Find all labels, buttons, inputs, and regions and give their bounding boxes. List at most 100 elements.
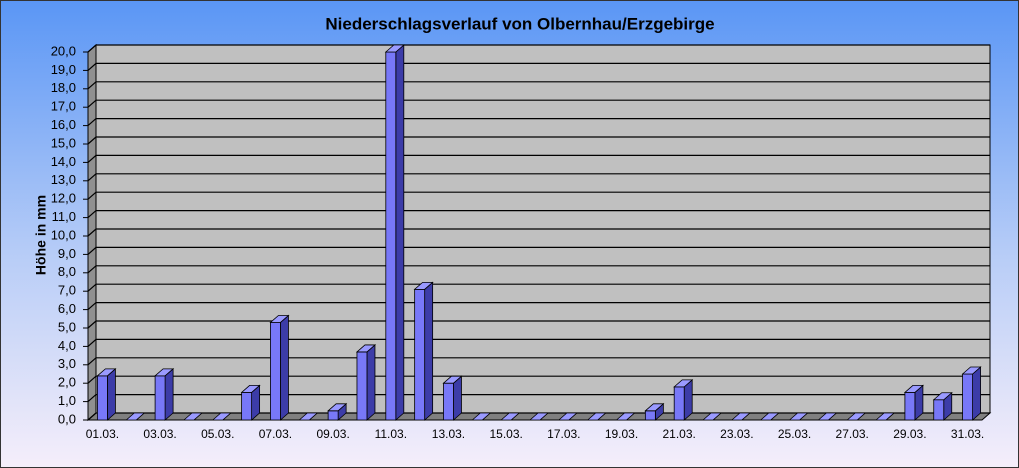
bar-top: [96, 368, 117, 377]
bar: [874, 412, 896, 421]
x-tick-label: 07.03.: [259, 427, 292, 441]
bar-top: [817, 412, 838, 421]
bar-side: [972, 366, 981, 421]
bar-front: [270, 322, 281, 421]
bar: [327, 402, 348, 421]
bar-top: [298, 412, 319, 421]
bar: [759, 412, 780, 421]
x-tick-label: 19.03.: [605, 427, 638, 441]
bar-top: [730, 412, 751, 421]
x-tick-label: 25.03.: [778, 427, 811, 441]
y-tick-label: 4,0: [58, 338, 76, 353]
grid-line: [87, 81, 990, 90]
bar-top: [759, 412, 780, 421]
bar-top: [384, 44, 405, 53]
bar-top: [557, 412, 578, 421]
bar-front: [356, 351, 368, 421]
bar-top: [586, 412, 607, 421]
x-tick-label: 11.03.: [375, 427, 407, 441]
y-tick-label: 2,0: [58, 375, 76, 390]
x-tick-label: 17.03.: [547, 427, 580, 441]
bar: [586, 412, 607, 421]
bar: [471, 412, 492, 421]
bar-top: [413, 281, 434, 290]
grid-line: [87, 375, 990, 384]
y-tick-label: 19,0: [51, 62, 76, 77]
bar: [298, 412, 319, 421]
bar: [500, 412, 521, 421]
x-tick-label: 09.03.: [316, 427, 349, 441]
bar-front: [414, 288, 426, 421]
bar-side: [164, 367, 174, 421]
bar: [615, 412, 636, 421]
bar-top: [788, 412, 809, 421]
y-tick-label: 1,0: [58, 393, 76, 408]
bar-top: [355, 344, 377, 353]
y-tick-label: 10,0: [51, 227, 76, 242]
bar-side: [424, 281, 434, 421]
grid-line: [87, 320, 990, 329]
grid-line: [87, 210, 990, 219]
grid-line: [87, 99, 990, 108]
y-tick-label: 5,0: [58, 319, 76, 334]
bar-front: [154, 375, 166, 421]
x-tick-label: 01.03.: [86, 427, 119, 441]
y-tick-label: 13,0: [51, 172, 76, 187]
y-tick-label: 18,0: [51, 80, 76, 95]
bar-front: [904, 391, 916, 421]
y-tick-label: 8,0: [58, 264, 76, 279]
x-tick-label: 23.03.: [720, 427, 753, 441]
x-tick-label: 31.03.: [951, 427, 984, 441]
bar-top: [932, 392, 953, 401]
bar: [442, 375, 463, 421]
x-tick-label: 27.03.: [836, 427, 869, 441]
bar-front: [385, 51, 397, 421]
grid-line: [87, 302, 990, 311]
y-tick-label: 14,0: [51, 154, 76, 169]
y-tick-label: 17,0: [51, 99, 76, 114]
grid-line: [87, 283, 990, 292]
grid-line: [87, 191, 990, 200]
bar-top: [615, 412, 636, 421]
y-tick-label: 0,0: [58, 411, 76, 426]
bar: [961, 366, 982, 421]
x-tick-label: 21.03.: [663, 427, 696, 441]
bar: [211, 412, 232, 421]
bar: [269, 314, 290, 421]
bar-top: [500, 412, 521, 421]
bar-top: [182, 412, 204, 421]
bar-top: [903, 384, 924, 393]
bar-top: [327, 403, 348, 412]
bar: [557, 412, 578, 421]
y-tick-label: 7,0: [58, 283, 76, 298]
bar-top: [528, 412, 550, 421]
bar-front: [673, 386, 685, 421]
bar-top: [961, 366, 982, 375]
bar-side: [453, 375, 462, 421]
bar: [730, 412, 751, 421]
bar-top: [471, 412, 492, 421]
x-tick-label: 29.03.: [893, 427, 926, 441]
bar-front: [97, 375, 108, 421]
grid-line: [87, 173, 990, 182]
y-tick-label: 12,0: [51, 191, 76, 206]
y-tick-label: 9,0: [58, 246, 76, 261]
bar-top: [125, 412, 146, 421]
grid-line: [87, 44, 990, 53]
bar-front: [933, 399, 945, 421]
bar: [240, 384, 261, 421]
bar: [96, 367, 117, 421]
x-tick-label: 15.03.: [489, 427, 522, 441]
bar: [182, 412, 204, 421]
bar: [528, 412, 550, 421]
bar: [932, 391, 953, 421]
chart-title: Niederschlagsverlauf von Olbernhau/Erzge…: [325, 14, 714, 33]
bar: [846, 412, 867, 421]
bar-side: [395, 44, 405, 421]
grid-line: [87, 117, 990, 127]
bar-top: [701, 412, 723, 421]
bar-top: [269, 315, 290, 323]
x-tick-label: 03.03.: [143, 427, 176, 441]
y-tick-label: 3,0: [58, 356, 76, 371]
bar-side: [366, 344, 376, 421]
